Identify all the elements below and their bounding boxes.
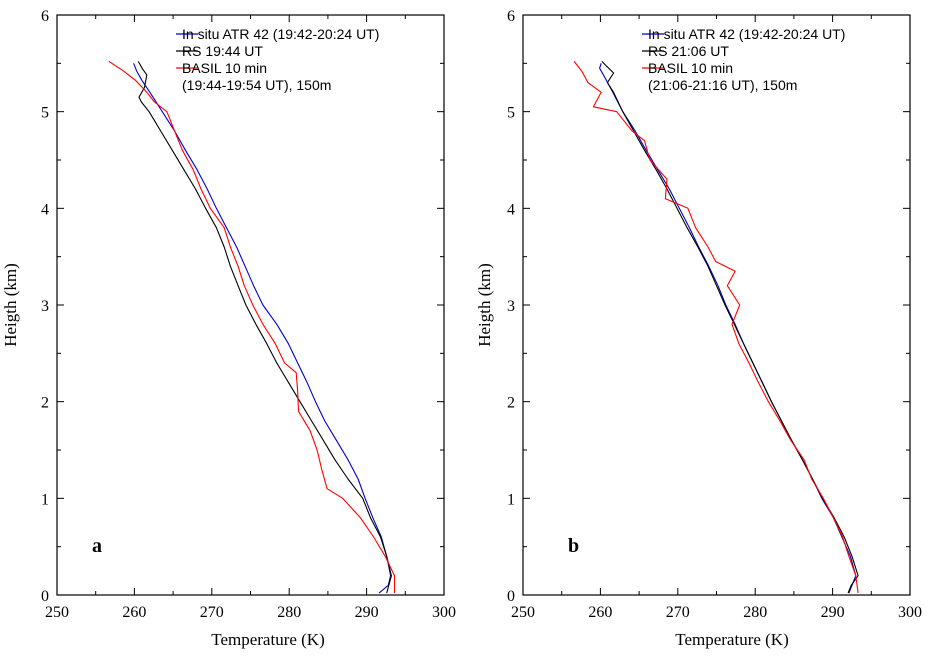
legend-label: (19:44-19:54 UT), 150m xyxy=(182,77,331,93)
x-tick-label: 300 xyxy=(432,604,456,621)
legend-label: In situ ATR 42 (19:42-20:24 UT) xyxy=(182,26,379,42)
y-tick-label: 2 xyxy=(507,395,515,412)
series-line-2 xyxy=(108,60,396,594)
legend-label: BASIL 10 min xyxy=(648,60,733,76)
y-tick-label: 4 xyxy=(507,201,515,218)
y-tick-label: 4 xyxy=(41,201,49,218)
x-tick-label: 250 xyxy=(45,604,69,621)
x-axis-title: Temperature (K) xyxy=(675,630,789,649)
y-axis-title: Heigth (km) xyxy=(475,263,494,347)
series-line-0 xyxy=(133,63,392,594)
series-line-0 xyxy=(599,63,857,594)
y-tick-label: 0 xyxy=(507,588,515,605)
x-tick-label: 280 xyxy=(277,604,301,621)
panel-a: 250 260 270 280 290 300 0 1 2 3 4 5 6 Temperature (K)… xyxy=(1,8,456,649)
y-tick-label: 1 xyxy=(507,491,515,508)
x-tick-label: 260 xyxy=(588,604,612,621)
plot-frame xyxy=(56,14,445,596)
x-tick-label: 280 xyxy=(743,604,767,621)
legend-label: BASIL 10 min xyxy=(182,60,267,76)
x-tick-label: 270 xyxy=(200,604,224,621)
y-tick-label: 6 xyxy=(507,8,515,25)
y-tick-label: 5 xyxy=(41,105,49,122)
x-axis-title: Temperature (K) xyxy=(211,630,325,649)
x-tick-label: 250 xyxy=(511,604,535,621)
x-tick-label: 260 xyxy=(122,604,146,621)
x-tick-label: 290 xyxy=(355,604,379,621)
panel-b: 250 260 270 280 290 300 0 1 2 3 4 5 6 Temperature (K)… xyxy=(475,8,922,649)
y-tick-label: 3 xyxy=(41,298,49,315)
legend-label: RS 19:44 UT xyxy=(182,43,263,59)
legend-label: (21:06-21:16 UT), 150m xyxy=(648,77,797,93)
x-tick-label: 290 xyxy=(821,604,845,621)
y-tick-label: 3 xyxy=(507,298,515,315)
y-tick-label: 2 xyxy=(41,395,49,412)
y-tick-label: 0 xyxy=(41,588,49,605)
x-tick-label: 300 xyxy=(898,604,922,621)
panel-label: a xyxy=(92,535,102,557)
plot-frame xyxy=(522,14,911,596)
y-tick-label: 1 xyxy=(41,491,49,508)
y-tick-label: 6 xyxy=(41,8,49,25)
y-tick-label: 5 xyxy=(507,105,515,122)
y-axis-title: Heigth (km) xyxy=(1,263,20,347)
legend-label: In situ ATR 42 (19:42-20:24 UT) xyxy=(648,26,845,42)
x-tick-label: 270 xyxy=(666,604,690,621)
series-line-1 xyxy=(137,61,392,594)
panel-label: b xyxy=(568,535,579,557)
series-line-2 xyxy=(573,61,859,594)
legend-label: RS 21:06 UT xyxy=(648,43,729,59)
